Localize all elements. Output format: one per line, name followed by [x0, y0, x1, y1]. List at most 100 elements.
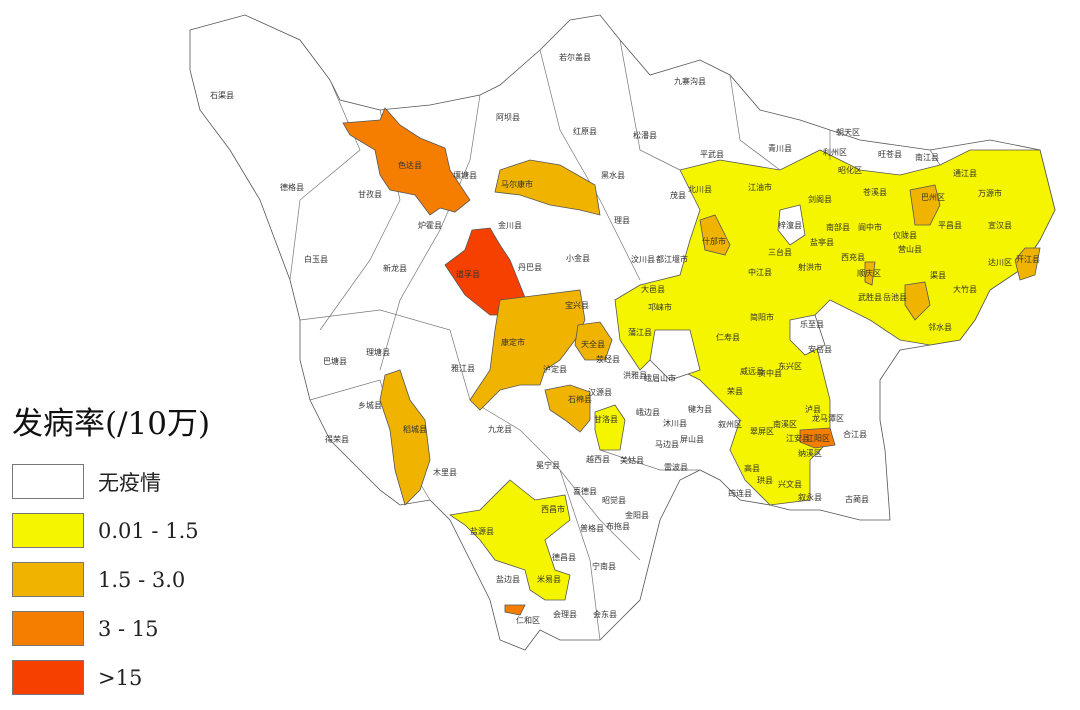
- legend-label: >15: [98, 665, 143, 690]
- county-label: 都江堰市: [656, 254, 688, 264]
- county-label: 三台县: [768, 247, 792, 257]
- county-label: 东兴区: [778, 361, 802, 371]
- county-label: 康定市: [501, 337, 525, 347]
- county-boundary: [559, 469, 601, 641]
- county-label: 丹巴县: [518, 263, 542, 272]
- county-boundary: [729, 74, 781, 171]
- county-label: 昭觉县: [602, 495, 626, 505]
- legend-label: 1.5 - 3.0: [98, 567, 186, 592]
- county-label: 仪陇县: [893, 230, 917, 240]
- legend-swatch: [12, 660, 84, 695]
- county-label: 平武县: [700, 149, 724, 159]
- region-16: [864, 261, 876, 286]
- county-label: 盐源县: [470, 526, 494, 536]
- region-13: [799, 427, 836, 449]
- region-2: [494, 159, 601, 216]
- county-label: 梓潼县: [778, 220, 802, 230]
- region-name-label: 江阳区: [806, 434, 830, 443]
- county-label: 洪雅县: [623, 370, 647, 380]
- county-label: 喜德县: [573, 486, 597, 496]
- legend-label: 无疫情: [98, 470, 161, 495]
- county-label: 炉霍县: [418, 220, 442, 230]
- county-label: 威远县: [740, 366, 764, 376]
- county-label: 石渠县: [210, 90, 234, 100]
- region-name-label: 顺庆区: [857, 268, 881, 278]
- legend-item-none: 无疫情: [12, 457, 210, 506]
- county-label: 盐亭县: [810, 237, 834, 247]
- county-label: 高县: [744, 463, 760, 473]
- county-label: 筠连县: [728, 488, 752, 498]
- county-label: 稻城县: [403, 424, 427, 434]
- county-label: 大竹县: [953, 284, 977, 294]
- county-label: 宣汉县: [988, 220, 1012, 230]
- county-label: 越西县: [586, 454, 610, 464]
- county-label: 峨眉山市: [644, 373, 676, 383]
- legend-label: 0.01 - 1.5: [98, 518, 199, 543]
- county-label: 马尔康市: [501, 179, 533, 189]
- county-label: 中江县: [748, 267, 772, 277]
- county-label: 石棉县: [568, 394, 592, 404]
- region-9: [448, 479, 571, 601]
- county-boundary: [599, 449, 700, 471]
- county-label: 武胜县: [858, 292, 882, 302]
- legend-item-very-high: >15: [12, 653, 210, 702]
- legend-swatch: [12, 464, 84, 499]
- county-label: 大邑县: [641, 284, 665, 294]
- county-label: 德格县: [280, 182, 304, 192]
- county-label: 南溪区: [773, 419, 797, 429]
- county-label: 小金县: [566, 253, 590, 263]
- county-label: 安岳县: [808, 344, 832, 354]
- county-label: 旺苍县: [878, 149, 902, 159]
- county-label: 美姑县: [620, 455, 644, 465]
- county-label: 西充县: [841, 252, 865, 262]
- county-label: 江油市: [748, 182, 772, 192]
- county-boundary: [929, 149, 941, 166]
- county-label: 荣县: [727, 386, 743, 396]
- county-label: 色达县: [398, 160, 422, 170]
- legend-item-low: 0.01 - 1.5: [12, 506, 210, 555]
- legend-title: 发病率(/10万): [12, 406, 211, 442]
- county-label: 荥经县: [596, 354, 620, 364]
- county-label: 江安县: [786, 433, 810, 443]
- county-label: 邻水县: [928, 322, 952, 332]
- county-label: 射洪市: [798, 262, 822, 272]
- county-label: 雷波县: [664, 462, 688, 472]
- legend-swatch: [12, 562, 84, 597]
- county-label: 龙马潭区: [812, 413, 844, 423]
- county-label: 古蔺县: [845, 494, 869, 504]
- region-zitong: [777, 204, 806, 246]
- region-7: [379, 369, 431, 506]
- county-label: 达川区: [988, 257, 1012, 267]
- county-label: 金阳县: [625, 510, 649, 520]
- county-label: 简阳市: [750, 312, 774, 322]
- region-1: [342, 107, 471, 216]
- county-label: 平昌县: [938, 221, 962, 230]
- county-label: 峨边县: [636, 407, 660, 417]
- county-label: 巴塘县: [323, 356, 347, 366]
- county-label: 泸定县: [543, 364, 567, 374]
- county-label: 甘洛县: [594, 414, 618, 424]
- legend-swatch: [12, 611, 84, 646]
- county-label: 汶川县: [631, 254, 655, 264]
- county-boundary: [379, 94, 481, 371]
- county-label: 利州区: [823, 147, 847, 157]
- county-label: 岳池县: [883, 292, 907, 302]
- county-label: 纳溪区: [798, 448, 822, 458]
- legend-item-mid: 1.5 - 3.0: [12, 555, 210, 604]
- county-label: 马边县: [655, 439, 679, 449]
- county-label: 会东县: [593, 609, 617, 619]
- county-label: 若尔盖县: [559, 52, 591, 62]
- county-label: 理塘县: [366, 347, 390, 357]
- county-boundary: [539, 49, 641, 281]
- county-label: 德昌县: [552, 552, 576, 562]
- county-label: 屏山县: [680, 434, 704, 444]
- county-label: 乐至县: [800, 319, 824, 329]
- region-8: [594, 404, 626, 451]
- county-label: 万源市: [978, 188, 1002, 198]
- county-label: 茂县: [670, 190, 686, 200]
- legend-swatch: [12, 513, 84, 548]
- county-label: 木里县: [433, 467, 457, 477]
- region-12: [699, 214, 731, 256]
